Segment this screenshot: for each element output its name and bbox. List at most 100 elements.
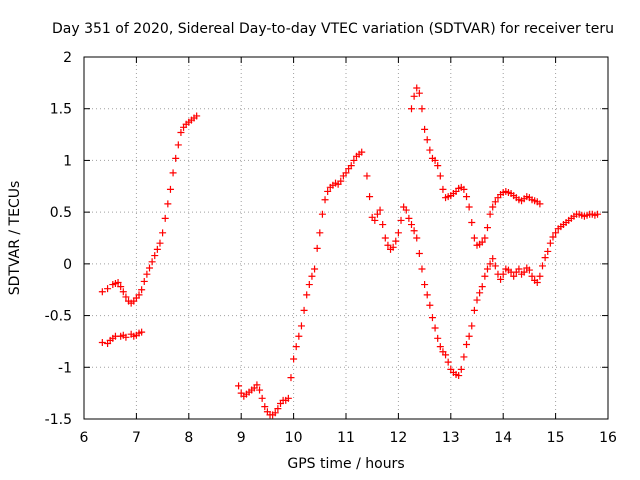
- y-tick-label: 0.5: [50, 205, 72, 221]
- y-tick-label: 1: [63, 153, 72, 169]
- data-point: [159, 229, 167, 237]
- data-point: [520, 268, 528, 276]
- data-point: [431, 156, 439, 164]
- data-point: [366, 193, 374, 201]
- x-tick-label: 13: [442, 430, 460, 446]
- data-point: [384, 241, 392, 249]
- x-axis-label: GPS time / hours: [287, 456, 404, 472]
- data-point: [316, 229, 324, 237]
- data-point: [408, 221, 415, 229]
- data-point: [423, 136, 431, 144]
- data-point: [138, 286, 146, 294]
- data-point: [193, 112, 201, 120]
- data-point: [486, 260, 494, 268]
- data-point: [292, 343, 300, 351]
- data-point: [98, 288, 106, 296]
- data-point: [478, 283, 486, 291]
- x-tick-label: 14: [494, 430, 512, 446]
- data-point: [415, 250, 423, 258]
- data-point: [510, 272, 518, 280]
- chart-title: Day 351 of 2020, Sidereal Day-to-day VTE…: [52, 21, 614, 37]
- data-point: [434, 334, 442, 342]
- data-point: [463, 193, 471, 201]
- data-point: [436, 172, 444, 180]
- data-point: [151, 252, 159, 260]
- data-point: [379, 221, 387, 229]
- data-point: [491, 198, 499, 206]
- data-point: [363, 172, 371, 180]
- data-point: [413, 84, 421, 92]
- data-point: [481, 234, 489, 242]
- data-point: [460, 353, 468, 361]
- data-point: [546, 239, 554, 247]
- y-tick-label: -1: [58, 360, 72, 376]
- data-point: [156, 239, 164, 247]
- data-point: [468, 322, 476, 330]
- data-point: [140, 277, 148, 285]
- data-point: [536, 272, 544, 280]
- data-point: [478, 238, 486, 246]
- x-tick-label: 10: [285, 430, 303, 446]
- series-arc-b: [98, 328, 146, 347]
- data-point: [444, 358, 452, 366]
- data-point: [166, 185, 174, 193]
- data-point: [426, 301, 434, 309]
- data-point: [421, 281, 429, 289]
- data-point: [104, 285, 112, 293]
- x-tick-label: 9: [237, 430, 246, 446]
- data-point: [525, 266, 533, 274]
- axis-ticks: [83, 56, 609, 420]
- data-point: [539, 262, 546, 270]
- data-point: [342, 169, 350, 177]
- data-point: [405, 214, 413, 222]
- data-point: [313, 244, 321, 252]
- data-point: [135, 291, 143, 299]
- data-point: [138, 328, 146, 336]
- series-arc-d: [363, 172, 602, 380]
- data-point: [177, 129, 185, 137]
- data-point: [122, 293, 130, 301]
- data-point: [528, 272, 536, 280]
- data-point: [324, 187, 332, 195]
- data-point: [146, 264, 153, 272]
- data-point: [468, 218, 476, 226]
- data-point: [470, 234, 478, 242]
- data-point: [153, 245, 161, 253]
- data-point: [473, 296, 481, 304]
- data-point: [300, 306, 308, 314]
- data-point: [114, 278, 122, 286]
- data-point: [174, 141, 182, 149]
- y-tick-label: -1.5: [45, 412, 72, 428]
- data-point: [402, 206, 410, 214]
- data-point: [410, 227, 418, 235]
- data-point: [347, 162, 355, 170]
- data-point: [164, 200, 172, 208]
- data-point: [389, 243, 397, 251]
- data-point: [470, 306, 478, 314]
- data-point: [261, 403, 269, 411]
- data-point: [418, 265, 426, 273]
- data-point: [549, 233, 557, 241]
- data-point: [428, 314, 436, 322]
- data-point: [541, 254, 549, 262]
- data-point: [431, 324, 439, 332]
- data-point: [413, 234, 421, 242]
- grid-lines: [84, 57, 608, 419]
- x-tick-labels: 6 7 8 9 10 11 12 13 14 15 16: [80, 430, 617, 446]
- x-tick-label: 11: [337, 430, 355, 446]
- data-point: [426, 146, 434, 154]
- data-point: [421, 125, 429, 133]
- x-tick-label: 16: [599, 430, 617, 446]
- data-point: [98, 338, 106, 346]
- data-point: [305, 281, 313, 289]
- data-point: [161, 214, 169, 222]
- x-tick-label: 8: [184, 430, 193, 446]
- data-point: [376, 206, 384, 214]
- x-tick-label: 12: [389, 430, 407, 446]
- data-point: [476, 289, 484, 297]
- data-point: [371, 216, 379, 224]
- data-point: [358, 148, 366, 156]
- data-point: [489, 255, 497, 263]
- data-point: [460, 185, 468, 193]
